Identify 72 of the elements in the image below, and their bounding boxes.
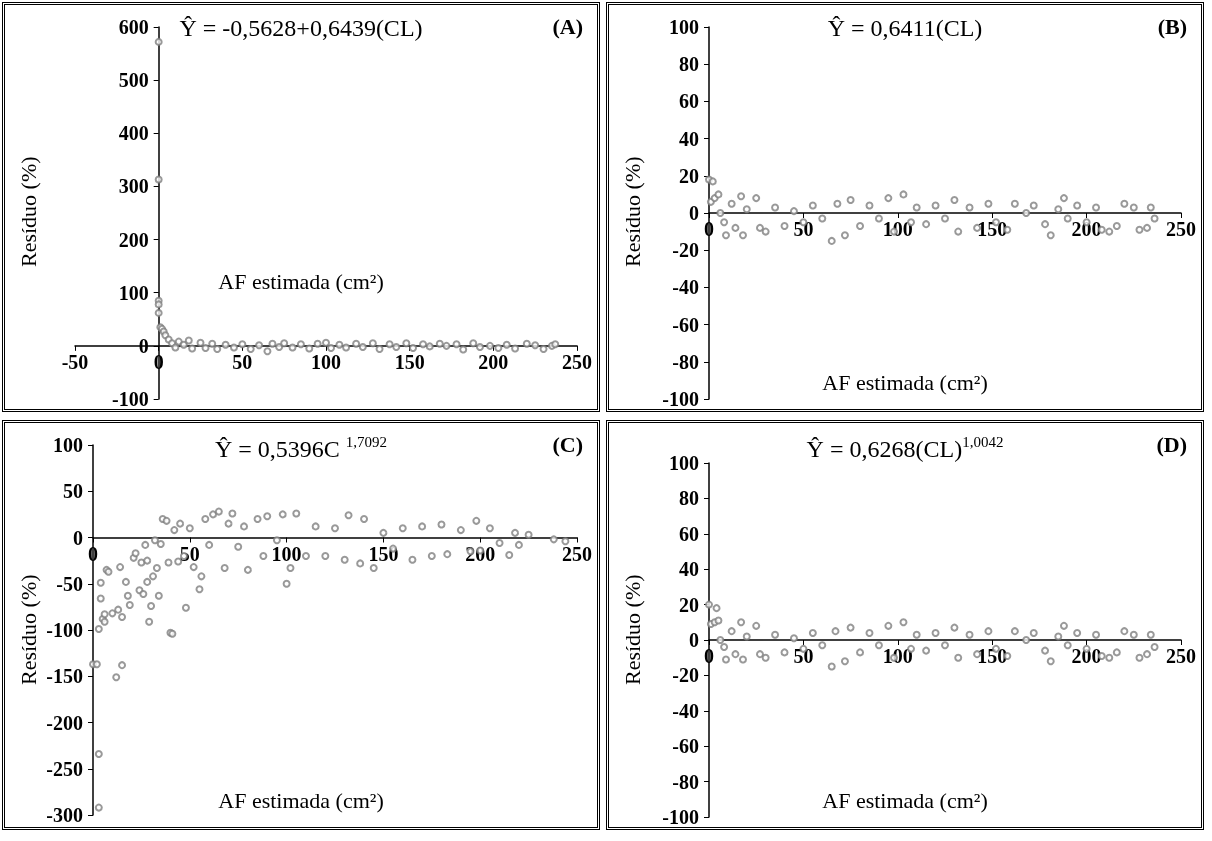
y-tick-label: -60 — [672, 735, 699, 758]
x-axis-title: AF estimada (cm²) — [822, 787, 988, 813]
y-tick-label: 60 — [679, 90, 699, 113]
y-tick-label: -50 — [56, 572, 83, 595]
y-axis-title: Resíduo (%) — [619, 156, 645, 267]
y-tick-label: 100 — [669, 16, 699, 38]
chart-title: Ŷ = 0,6411(CL) — [827, 15, 983, 41]
y-tick-label: 40 — [679, 127, 699, 150]
y-tick-label: -100 — [46, 619, 83, 641]
x-tick-label: 50 — [793, 645, 814, 667]
y-tick-label: 0 — [689, 202, 699, 224]
y-axis-title: Resíduo (%) — [619, 574, 645, 685]
y-tick-label: 40 — [679, 558, 699, 581]
x-tick-label: 200 — [1071, 645, 1102, 667]
y-tick-label: -100 — [111, 388, 149, 410]
x-tick-label: 100 — [882, 218, 913, 240]
x-tick-label: 200 — [465, 542, 496, 565]
y-tick-label: -80 — [672, 770, 699, 793]
x-tick-label: 200 — [478, 350, 509, 373]
text: (D) — [1156, 431, 1188, 457]
y-tick-label: -20 — [672, 664, 699, 687]
chart-title: Ŷ = -0,5628+0,6439(CL) — [179, 15, 423, 41]
y-tick-label: 100 — [118, 281, 149, 304]
annotation: (A) — [552, 13, 584, 39]
x-tick-label: 250 — [1166, 218, 1196, 240]
x-tick-label: 50 — [793, 218, 814, 240]
x-tick-label: 50 — [179, 542, 200, 565]
x-tick-label: 100 — [271, 542, 302, 565]
x-tick-label: 100 — [311, 350, 341, 373]
y-tick-label: -80 — [672, 350, 699, 373]
y-tick-label: -200 — [46, 711, 83, 734]
x-tick-label: 150 — [394, 350, 425, 373]
y-tick-label: 60 — [679, 522, 699, 545]
chart-title: Ŷ = 0,5396C 1,7092 — [214, 433, 388, 462]
x-axis-title: AF estimada (cm²) — [218, 787, 384, 813]
y-tick-label: -100 — [662, 806, 699, 828]
x-tick-label: 250 — [562, 350, 592, 373]
y-tick-label: 500 — [118, 69, 149, 92]
y-tick-label: 80 — [679, 487, 699, 510]
y-axis-title: Resíduo (%) — [15, 574, 41, 685]
y-tick-label: 20 — [679, 593, 699, 616]
annotation: (C) — [552, 431, 584, 457]
x-axis-title: AF estimada (cm²) — [822, 369, 988, 395]
y-tick-label: 80 — [679, 53, 699, 76]
x-tick-label: 250 — [1166, 645, 1196, 667]
x-axis-title: AF estimada (cm²) — [218, 268, 384, 294]
y-tick-label: 400 — [118, 122, 149, 145]
y-tick-label: -20 — [672, 239, 699, 262]
x-tick-label: 150 — [368, 542, 399, 565]
y-tick-label: -40 — [672, 699, 699, 722]
x-tick-label: 150 — [977, 218, 1008, 240]
y-tick-label: 0 — [73, 526, 83, 549]
y-tick-label: -60 — [672, 313, 699, 336]
y-axis-title: Resíduo (%) — [15, 156, 41, 267]
y-tick-label: -300 — [46, 804, 83, 826]
y-tick-label: 20 — [679, 164, 699, 187]
y-tick-label: 300 — [118, 175, 149, 198]
annotation: (B) — [1157, 13, 1187, 39]
x-tick-label: 250 — [562, 542, 592, 565]
y-tick-label: -250 — [46, 757, 83, 780]
x-tick-label: 50 — [232, 350, 253, 373]
y-tick-label: 600 — [118, 16, 149, 38]
y-tick-label: 0 — [689, 629, 699, 651]
x-tick-label: 200 — [1071, 218, 1102, 240]
y-tick-label: -100 — [662, 388, 699, 410]
x-tick-label: 150 — [977, 645, 1008, 667]
y-tick-label: 50 — [63, 480, 83, 503]
y-tick-label: -150 — [46, 665, 83, 688]
y-tick-label: -40 — [672, 276, 699, 299]
y-tick-label: 100 — [669, 452, 699, 474]
x-tick-label: 100 — [882, 645, 913, 667]
y-tick-label: 100 — [53, 434, 83, 456]
